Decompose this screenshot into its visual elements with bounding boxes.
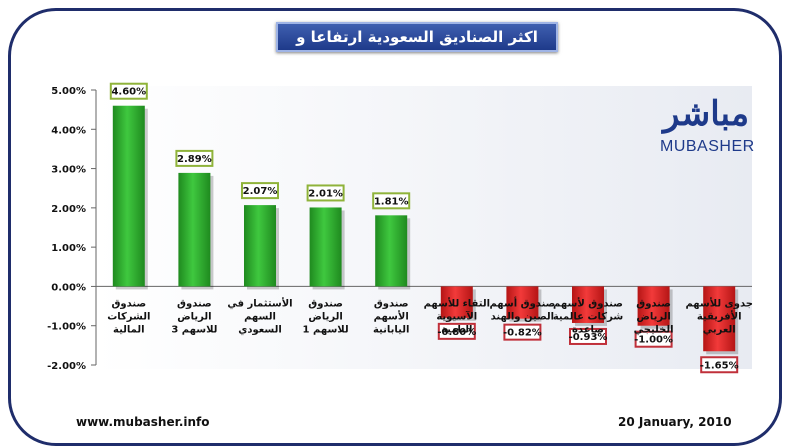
data-label: 4.60% [111, 87, 146, 98]
bar [637, 286, 670, 326]
category-label: اليابانية [373, 324, 409, 335]
data-label-box [700, 356, 739, 374]
footer-date: 20 January, 2010 [618, 415, 732, 429]
category-label: صندوق [111, 298, 146, 309]
category-label: الرياض [636, 311, 670, 322]
bar [506, 286, 539, 319]
mubasher-logo: مباشر MUBASHER [660, 94, 755, 166]
y-axis-ticks: 5.00% 4.00% 3.00% 2.00% 1.00% 0.00% -1.00% -2.0… [47, 86, 96, 372]
data-label-box [503, 323, 542, 341]
data-label: -1.65% [700, 360, 739, 371]
data-label-box [569, 327, 607, 345]
category-labels: صندوق الشركات المالية صندوق الرياض للاسهم 3 ال… [107, 296, 753, 335]
y-tick-label: 3.00% [51, 165, 86, 176]
y-tick-label: 4.00% [51, 125, 86, 136]
data-label: -0.93% [569, 332, 608, 343]
category-label: صندوق [177, 298, 212, 309]
data-label-box [175, 149, 214, 167]
data-label-box [241, 182, 279, 200]
category-label: الصين والهند [491, 311, 554, 322]
category-label: للاسهم 3 [171, 324, 217, 335]
category-label: صندوق [308, 298, 343, 309]
data-label: 2.01% [308, 188, 343, 199]
category-label: جدوى للأسهم [685, 296, 752, 309]
category-label: الأسهم [374, 309, 409, 322]
category-label: النامية [441, 324, 472, 335]
category-label: الشركات [107, 311, 150, 322]
category-label: الخليجي [634, 324, 674, 335]
data-label: -1.00% [634, 335, 673, 346]
category-label: صندوق [374, 298, 409, 309]
bar [440, 286, 473, 318]
y-tick-label: 2.00% [51, 204, 86, 215]
category-label: صندوق أسهم [489, 296, 555, 309]
data-label: 1.81% [374, 196, 409, 207]
data-label-box [372, 192, 411, 210]
category-label: السهم [244, 311, 276, 322]
category-label: شركات عالمية [553, 311, 624, 322]
data-label-box [109, 82, 148, 100]
data-label: -0.82% [503, 328, 542, 339]
category-label: صندوق [636, 298, 671, 309]
category-label: الرياض [308, 311, 342, 322]
footer-url: www.mubasher.info [76, 415, 210, 429]
data-label: -0.80% [437, 327, 476, 338]
data-labels: 4.60% 2.89% 2.07% 2.01% 1.81% -0.80% -0.82% -0.… [109, 82, 739, 374]
category-label: للاسهم 1 [303, 324, 349, 335]
category-label: الأفريقية [697, 309, 742, 322]
category-label: صاعدة [572, 324, 604, 335]
bar [178, 172, 211, 287]
data-label-box [437, 322, 476, 340]
logo-arabic-text: مباشر [662, 94, 750, 134]
y-tick-label: 1.00% [51, 243, 86, 254]
category-label: الرياض [177, 311, 211, 322]
chart-title: اكثر الصناديق السعودية ارتفاعا و تراجعا [276, 22, 558, 72]
category-label: صندوق لأسهم [553, 296, 623, 309]
bar [309, 207, 342, 287]
bar [244, 205, 276, 287]
y-tick-label: 0.00% [51, 282, 86, 293]
y-tick-label: -2.00% [47, 361, 86, 372]
data-label: 2.07% [243, 186, 278, 197]
category-label: الأستثمار في [227, 296, 292, 309]
logo-english-text: MUBASHER [660, 138, 755, 155]
category-label: المالية [113, 324, 145, 335]
bar [375, 215, 408, 287]
category-label: العربي [703, 324, 736, 335]
bar [572, 286, 604, 323]
data-label: 2.89% [177, 154, 212, 165]
data-label-box [634, 330, 673, 348]
category-label: التقاء للأسهم [424, 296, 490, 309]
bar [703, 286, 736, 352]
data-label-box [306, 184, 345, 202]
bar [112, 105, 145, 287]
bars [112, 105, 739, 355]
y-tick-label: 5.00% [51, 86, 86, 97]
y-tick-label: -1.00% [47, 322, 86, 333]
category-label: الآسيوية [436, 310, 477, 322]
category-label: السعودي [238, 324, 282, 335]
